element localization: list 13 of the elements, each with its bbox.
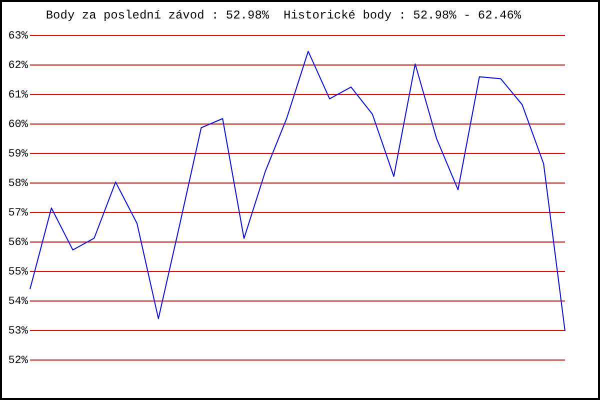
y-tick-label: 62% [8, 60, 28, 72]
y-tick-label: 58% [8, 178, 28, 190]
y-tick-label: 55% [8, 266, 28, 278]
y-tick-label: 57% [8, 207, 28, 220]
chart-title: Body za poslední závod : 52.98% Historické body : 52.98% - 62.46% [46, 8, 522, 22]
y-tick-label: 56% [8, 236, 28, 249]
y-tick-label: 61% [8, 89, 28, 102]
y-tick-label: 63% [8, 30, 28, 42]
y-tick-label: 52% [8, 354, 28, 367]
y-tick-label: 59% [8, 148, 28, 160]
y-tick-label: 54% [8, 296, 28, 308]
y-tick-label: 53% [8, 325, 28, 338]
y-tick-label: 60% [8, 118, 28, 131]
